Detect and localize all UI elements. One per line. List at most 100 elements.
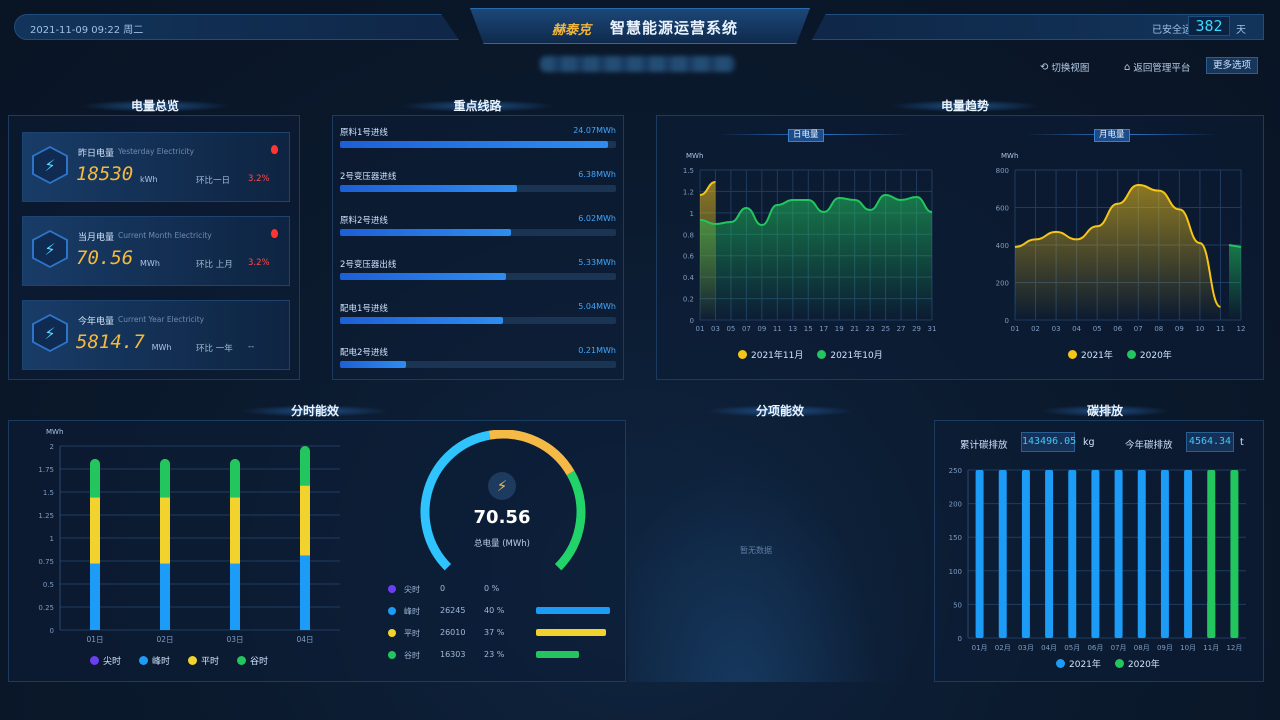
legend-item[interactable]: 2020年 — [1126, 348, 1172, 361]
x-tick-label: 13 — [788, 325, 797, 333]
legend-item[interactable]: 尖时 — [90, 654, 121, 667]
x-tick-label: 17 — [819, 325, 828, 333]
legend-item[interactable]: 2021年 — [1068, 348, 1113, 361]
carbon-bar[interactable] — [1207, 470, 1216, 638]
stacked-bar-segment[interactable] — [90, 563, 100, 630]
y-tick-label: 400 — [996, 242, 1009, 250]
lightning-icon: ⚡ — [34, 148, 66, 182]
carbon-bar[interactable] — [1068, 470, 1077, 638]
card-change-pct: 3.2% — [248, 174, 270, 184]
stacked-bar-segment[interactable] — [90, 497, 100, 564]
x-tick-label: 08 — [1154, 325, 1163, 333]
stacked-bar-segment[interactable] — [230, 563, 240, 630]
x-tick-label: 01 — [1011, 325, 1020, 333]
hex-icon-frame: ⚡ — [32, 314, 68, 352]
key-line-label: 配电1号进线 — [340, 304, 388, 314]
tou-name: 平时 — [404, 629, 420, 638]
switch-view-button[interactable]: ⟲ 切换视图 — [1040, 60, 1090, 75]
y-tick-label: 1.25 — [38, 512, 54, 520]
x-tick-label: 25 — [881, 325, 890, 333]
gauge-arc-valley — [554, 470, 586, 571]
legend-label: 2020年 — [1139, 351, 1172, 361]
safe-run-label: 已安全运行 — [1152, 25, 1202, 36]
carbon-bar[interactable] — [998, 470, 1007, 638]
lightning-icon: ⚡ — [488, 472, 516, 500]
tou-pct: 37 % — [484, 628, 505, 637]
legend-item[interactable]: 2021年10月 — [817, 348, 883, 361]
carbon-bar[interactable] — [1021, 470, 1030, 638]
stacked-bar-segment[interactable] — [230, 497, 240, 564]
x-tick-label: 11 — [773, 325, 782, 333]
legend-item[interactable]: 2020年 — [1114, 657, 1160, 670]
overview-title-glow — [80, 100, 230, 112]
legend-item[interactable]: 谷时 — [237, 654, 268, 667]
x-tick-label: 03月 — [1018, 644, 1034, 652]
back-to-admin-label: 返回管理平台 — [1133, 63, 1191, 74]
back-to-admin-button[interactable]: ⌂ 返回管理平台 — [1124, 60, 1191, 75]
carbon-bar[interactable] — [1045, 470, 1054, 638]
carbon-bar[interactable] — [975, 470, 984, 638]
daily-tab[interactable]: 日电量 — [788, 129, 824, 142]
key-line-label: 配电2号进线 — [340, 348, 388, 358]
overview-title: 电量总览 — [130, 99, 179, 113]
legend-item[interactable]: 平时 — [188, 654, 219, 667]
carbon-legend: 2021年 2020年 — [1056, 657, 1160, 670]
annual-carbon-value: 4564.34 — [1186, 432, 1234, 452]
key-line-value: 24.07MWh — [573, 126, 616, 135]
legend-item[interactable]: 峰时 — [139, 654, 170, 667]
more-options-button[interactable]: 更多选项 — [1206, 57, 1258, 74]
y-tick-label: 1 — [690, 210, 694, 218]
tou-name: 尖时 — [404, 585, 420, 594]
carbon-bar[interactable] — [1114, 470, 1123, 638]
switch-view-label: 切换视图 — [1051, 63, 1090, 74]
stacked-bar-segment[interactable] — [300, 485, 310, 556]
x-tick-label: 10月 — [1180, 644, 1196, 652]
card-value: 18530 — [76, 163, 134, 185]
key-line-label: 原料1号进线 — [340, 128, 388, 138]
stacked-bar-segment-fill — [230, 463, 240, 498]
trend-title: 电量趋势 — [940, 99, 989, 113]
card-label: 今年电量 — [78, 317, 115, 327]
card-sub-label: Current Year Electricity — [118, 315, 205, 324]
x-tick-label: 03 — [711, 325, 720, 333]
legend-dot — [90, 656, 99, 665]
stacked-bar-segment[interactable] — [300, 555, 310, 630]
y-tick-label: 0 — [1005, 317, 1009, 325]
y-axis-unit: MWh — [686, 152, 703, 160]
stacked-bar-segment[interactable] — [160, 563, 170, 630]
y-tick-label: 0 — [690, 317, 694, 325]
x-tick-label: 27 — [897, 325, 906, 333]
legend-label: 2021年11月 — [751, 351, 804, 361]
y-tick-label: 0.75 — [38, 558, 54, 566]
legend-label: 2021年 — [1069, 660, 1101, 670]
legend-label: 平时 — [201, 657, 220, 667]
legend-item[interactable]: 2021年11月 — [738, 348, 803, 361]
legend-item[interactable]: 2021年 — [1056, 657, 1101, 670]
key-line-track — [340, 141, 616, 148]
key-line-value: 5.33MWh — [578, 258, 616, 267]
x-tick-label: 09月 — [1157, 644, 1173, 652]
carbon-bar[interactable] — [1137, 470, 1146, 638]
stacked-bar-segment[interactable] — [160, 497, 170, 564]
y-tick-label: 200 — [949, 501, 962, 509]
monthly-tab[interactable]: 月电量 — [1094, 129, 1130, 142]
carbon-bar[interactable] — [1091, 470, 1100, 638]
card-value: 70.56 — [76, 247, 134, 269]
tou-value: 16303 — [440, 650, 466, 659]
tou-dot — [388, 629, 396, 637]
key-line-bar — [340, 185, 517, 192]
gauge-label: 总电量 (MWh) — [474, 539, 530, 549]
x-tick-label: 02日 — [156, 635, 173, 644]
card-value: 5814.7 — [76, 331, 145, 353]
x-tick-label: 12 — [1237, 325, 1246, 333]
carbon-bar[interactable] — [1230, 470, 1239, 638]
alert-icon — [271, 145, 278, 154]
carbon-bar[interactable] — [1184, 470, 1193, 638]
legend-dot — [237, 656, 247, 665]
carbon-bar[interactable] — [1160, 470, 1169, 638]
overview-card[interactable] — [22, 132, 290, 202]
x-tick-label: 04日 — [296, 635, 313, 644]
key-line-value: 0.21MWh — [578, 346, 616, 355]
card-change-pct: -- — [248, 342, 255, 352]
annual-carbon-unit: t — [1240, 437, 1244, 448]
